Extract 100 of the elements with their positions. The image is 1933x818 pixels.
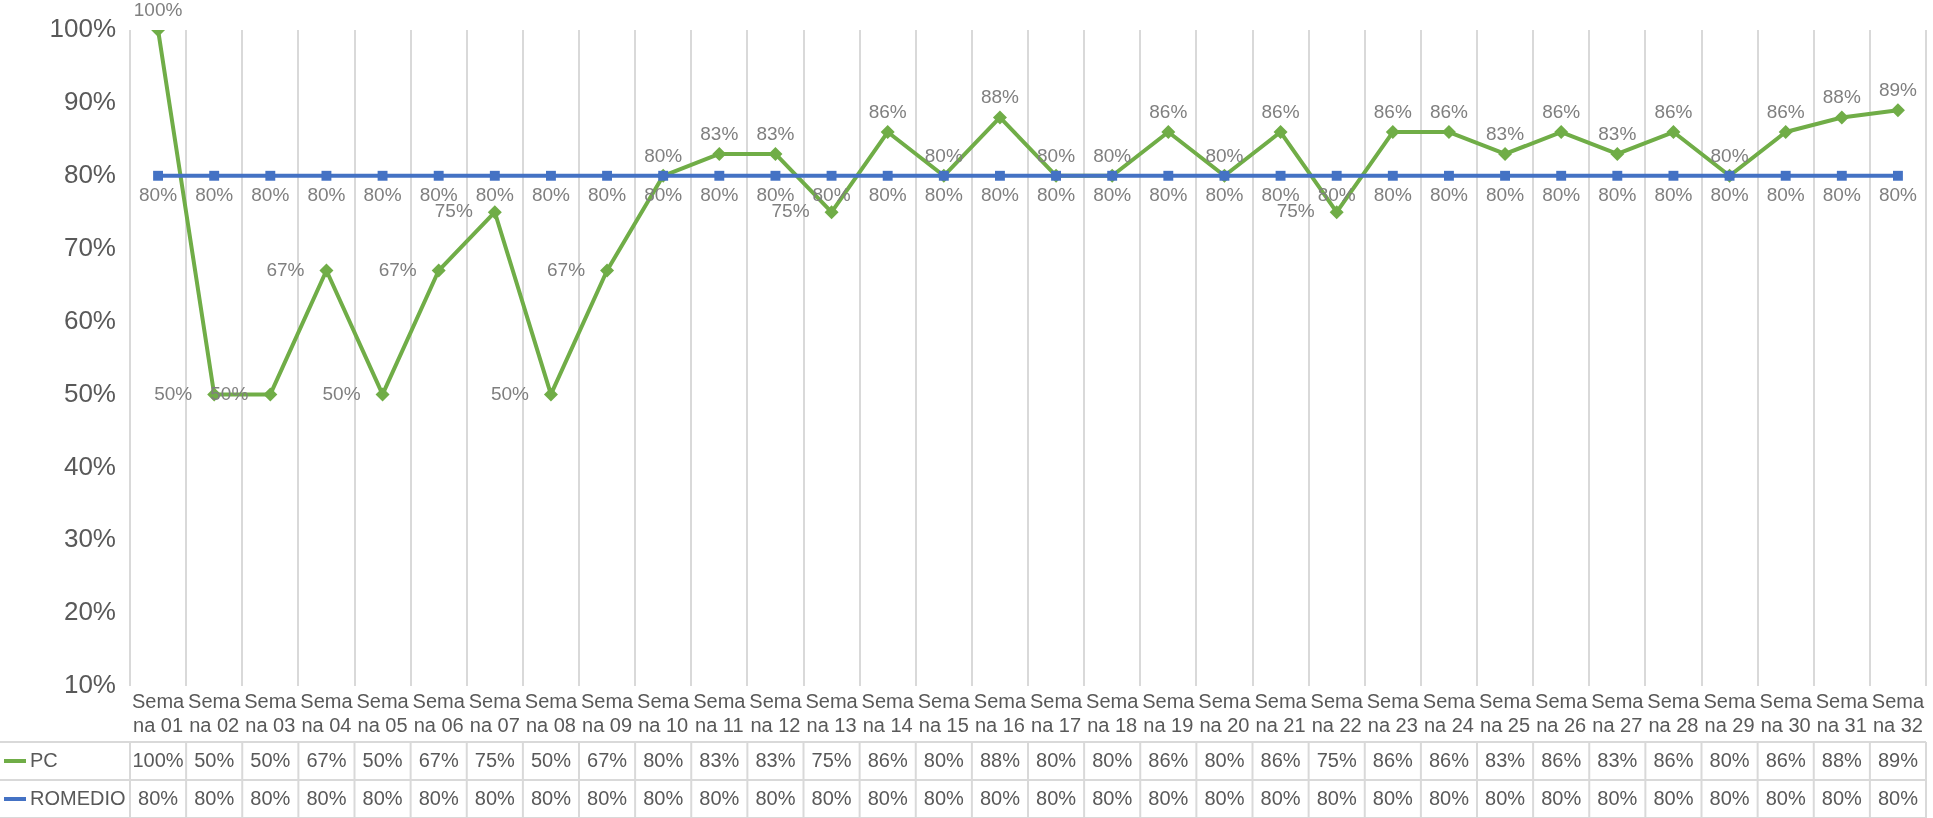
- y-tick-label: 100%: [49, 13, 116, 44]
- x-tick-label: Semana 32: [1871, 689, 1925, 736]
- x-tick-label: Semana 17: [1029, 689, 1084, 736]
- point: [321, 170, 332, 181]
- point: [994, 170, 1005, 181]
- data-label: 50%: [362, 748, 403, 771]
- data-label: 80%: [1541, 786, 1582, 809]
- point: [377, 170, 388, 181]
- text: 80%: [1205, 183, 1244, 205]
- data-label: 86%: [867, 748, 908, 771]
- x-tick-label: Semana 28: [1647, 689, 1701, 736]
- text: 80%: [531, 183, 570, 205]
- text: 86%: [1766, 100, 1805, 122]
- point: [1610, 146, 1625, 161]
- data-label: 80%: [1597, 786, 1638, 809]
- text: 83%: [700, 122, 739, 144]
- text: 86%: [1373, 100, 1412, 122]
- text: 86%: [868, 100, 907, 122]
- data-label: 80%: [1485, 786, 1526, 809]
- point: [1612, 170, 1623, 181]
- point: [768, 146, 783, 161]
- text: 80%: [980, 183, 1019, 205]
- data-label: 80%: [923, 786, 965, 809]
- x-tick-label: Semana 24: [1422, 689, 1476, 736]
- point: [1275, 170, 1286, 181]
- data-label: 100%: [132, 748, 184, 771]
- text: 80%: [924, 183, 963, 205]
- x-tick-label: Semana 30: [1759, 689, 1813, 736]
- point: [265, 170, 276, 181]
- point: [1780, 170, 1791, 181]
- data-label: 86%: [1148, 748, 1189, 771]
- x-tick-label: Semana 02: [188, 689, 242, 736]
- point: [431, 263, 446, 278]
- x-tick-label: Semana 03: [244, 689, 298, 736]
- point: [375, 387, 390, 402]
- text: 80%: [139, 183, 178, 205]
- text: 89%: [1878, 78, 1917, 100]
- data-label: 80%: [418, 786, 459, 809]
- data-label: 86%: [1653, 748, 1694, 771]
- text: 80%: [1654, 183, 1693, 205]
- point: [1163, 170, 1174, 181]
- data-label: 80%: [643, 786, 684, 809]
- text: 80%: [1037, 183, 1076, 205]
- point: [1554, 125, 1569, 140]
- data-label: 80%: [1092, 786, 1133, 809]
- data-label: 89%: [1877, 748, 1919, 771]
- text: 80%: [1822, 183, 1861, 205]
- y-tick-label: 20%: [63, 596, 116, 627]
- data-label: 80%: [362, 786, 403, 809]
- x-tick-label: Semana 01: [131, 689, 186, 736]
- point: [1385, 125, 1400, 140]
- text: 80%: [1486, 183, 1525, 205]
- x-tick-label: Semana 12: [749, 689, 803, 736]
- point: [433, 170, 444, 181]
- data-label: 88%: [1821, 748, 1863, 771]
- point: [543, 387, 558, 402]
- x-tick-label: Semana 23: [1366, 689, 1420, 736]
- legend-label: PC: [30, 748, 58, 771]
- point: [824, 205, 839, 220]
- x-tick-label: Semana 21: [1254, 689, 1308, 736]
- point: [1387, 170, 1398, 181]
- text: 80%: [924, 144, 963, 166]
- point: [1556, 170, 1567, 181]
- point: [714, 170, 725, 181]
- data-label: 80%: [1204, 786, 1245, 809]
- data-label: 83%: [1597, 748, 1638, 771]
- text: 80%: [1542, 183, 1581, 205]
- x-tick-label: Semana 04: [300, 689, 354, 736]
- point: [1836, 170, 1847, 181]
- data-label: 67%: [418, 748, 459, 771]
- data-label: 80%: [1036, 748, 1077, 771]
- point: [1329, 205, 1344, 220]
- text: 86%: [1654, 100, 1693, 122]
- data-label: 88%: [979, 748, 1021, 771]
- data-label: 80%: [699, 786, 740, 809]
- text: 80%: [1093, 144, 1132, 166]
- y-tick-label: 90%: [63, 86, 116, 117]
- x-tick-label: Semana 13: [805, 689, 859, 736]
- point: [1498, 146, 1513, 161]
- text: 86%: [1542, 100, 1581, 122]
- text: 50%: [490, 382, 529, 404]
- data-label: 80%: [1316, 786, 1357, 809]
- point: [992, 110, 1007, 125]
- data-label: 86%: [1765, 748, 1806, 771]
- data-label: 80%: [1204, 748, 1245, 771]
- data-label: 67%: [306, 748, 347, 771]
- point: [489, 170, 500, 181]
- text: 83%: [1598, 122, 1637, 144]
- x-tick-label: Semana 11: [693, 689, 747, 736]
- text: 80%: [307, 183, 346, 205]
- data-label: 86%: [1372, 748, 1414, 771]
- text: 80%: [363, 183, 402, 205]
- point: [882, 170, 893, 181]
- data-label: 86%: [1428, 748, 1470, 771]
- point: [487, 205, 502, 220]
- text: 80%: [195, 183, 234, 205]
- point: [602, 170, 613, 181]
- x-tick-label: Semana 25: [1478, 689, 1533, 736]
- text: 80%: [588, 183, 627, 205]
- text: 80%: [1093, 183, 1132, 205]
